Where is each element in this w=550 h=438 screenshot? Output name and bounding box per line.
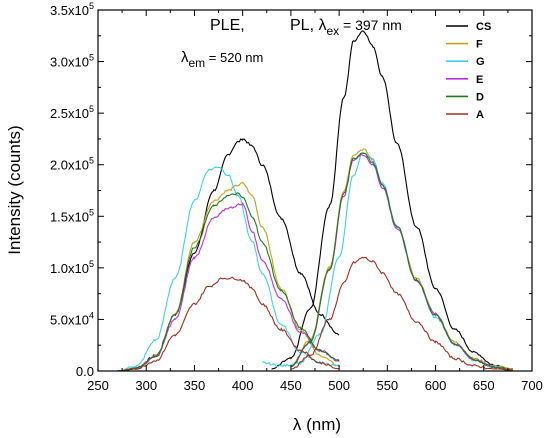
series-d-ple-line [117, 192, 340, 372]
annotation-ple: PLE, [210, 17, 245, 34]
series-cs-pl-line [271, 30, 514, 370]
series-g-ple-line [117, 166, 340, 372]
annotation-pl-excitation: PL, λex = 397 nm [290, 17, 402, 38]
x-tick-label: 550 [376, 378, 398, 393]
x-tick-label: 650 [473, 378, 495, 393]
series-layer [117, 30, 514, 372]
annotations: PLE, PL, λex = 397 nm λem = 520 nm [181, 17, 402, 70]
y-tick-label: 3.5x105 [50, 1, 94, 18]
y-tick-label: 0.0 [76, 364, 94, 379]
y-tick-label: 2.5x105 [50, 104, 94, 121]
annotation-em-wavelength: λem = 520 nm [181, 49, 263, 70]
legend-label-f: F [476, 39, 483, 51]
x-tick-label: 700 [521, 378, 543, 393]
y-tick-label: 1.5x105 [50, 207, 94, 224]
series-a-ple-line [117, 276, 340, 372]
legend-label-d: D [476, 91, 484, 103]
y-tick-label: 5.0x104 [50, 310, 94, 327]
ticks-layer: 250 300 350 400 450 500 550 600 650 700 0.0 5.0x104… [50, 1, 543, 393]
y-tick-label: 3.0x105 [50, 53, 94, 70]
axes-layer [97, 9, 533, 372]
series-a-pl-line [290, 256, 513, 371]
series-d-pl-line [290, 152, 513, 371]
legend-label-e: E [476, 74, 483, 86]
y-tick-label: 2.0x105 [50, 156, 94, 173]
legend-label-a: A [476, 109, 484, 121]
y-tick-label: 1.0x105 [50, 259, 94, 276]
x-tick-label: 450 [280, 378, 302, 393]
x-tick-label: 600 [425, 378, 447, 393]
series-f-pl-line [290, 148, 513, 370]
x-tick-label: 500 [328, 378, 350, 393]
series-f-ple-line [117, 181, 340, 372]
x-tick-label: 300 [135, 378, 157, 393]
legend-label-cs: CS [476, 21, 491, 33]
x-tick-label: 350 [184, 378, 206, 393]
x-axis-label: λ (nm) [293, 415, 341, 434]
legend-label-g: G [476, 56, 485, 68]
plot-frame [97, 9, 533, 372]
x-tick-label: 250 [87, 378, 109, 393]
series-e-pl-line [290, 153, 513, 371]
x-tick-label: 400 [232, 378, 254, 393]
y-axis-label: Intensity (counts) [5, 125, 24, 254]
